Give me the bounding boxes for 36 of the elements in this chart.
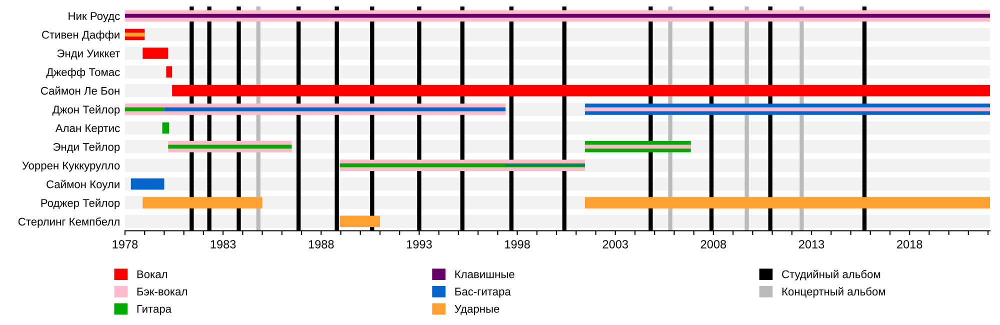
legend-label: Гитара xyxy=(137,305,172,315)
y-tick-label: Стивен Даффи xyxy=(42,30,120,41)
y-tick-label: Роджер Тейлор xyxy=(41,198,120,210)
x-tick-label: 1978 xyxy=(112,240,138,248)
y-tick-label: Энди Тейлор xyxy=(53,142,120,154)
y-tick-label: Уоррен Куккурулло xyxy=(22,162,120,172)
bar xyxy=(166,66,172,78)
y-tick-label: Алан Кертис xyxy=(55,124,120,134)
legend-label: Вокал xyxy=(137,270,168,278)
y-tick-label: Саймон Коули xyxy=(46,180,120,190)
x-tick-label: 2013 xyxy=(798,240,824,248)
bar xyxy=(168,144,292,149)
x-tick-label: 2018 xyxy=(897,240,922,248)
x-tick-label: 1993 xyxy=(406,240,432,248)
x-tick-label: 1998 xyxy=(505,240,530,248)
y-tick-label: Стерлинг Кемпбелл xyxy=(18,217,120,228)
legend-label: Бас-гитара xyxy=(455,288,511,298)
bar xyxy=(142,197,262,208)
bar xyxy=(125,14,990,18)
legend-label: Клавишные xyxy=(455,270,514,278)
bar xyxy=(584,144,691,149)
y-tick-label: Энди Уиккет xyxy=(57,49,120,60)
legend-label: Студийный альбом xyxy=(782,270,880,280)
y-tick-label: Саймон Ле Бон xyxy=(40,86,120,95)
x-tick-label: 2008 xyxy=(700,240,726,248)
y-tick-label: Ник Роудс xyxy=(68,12,120,22)
x-tick-label: 2003 xyxy=(602,240,628,248)
legend-label: Бэк-вокал xyxy=(137,288,187,296)
bar xyxy=(142,48,168,59)
bar xyxy=(340,216,380,228)
x-tick-label: 1988 xyxy=(308,240,334,248)
legend-label: Концертный альбом xyxy=(782,287,886,298)
y-tick-label: Джон Тейлор xyxy=(52,105,120,116)
y-tick-label: Джефф Томас xyxy=(46,68,120,78)
x-tick-label: 1983 xyxy=(210,240,236,248)
legend-label: Ударные xyxy=(454,305,500,315)
